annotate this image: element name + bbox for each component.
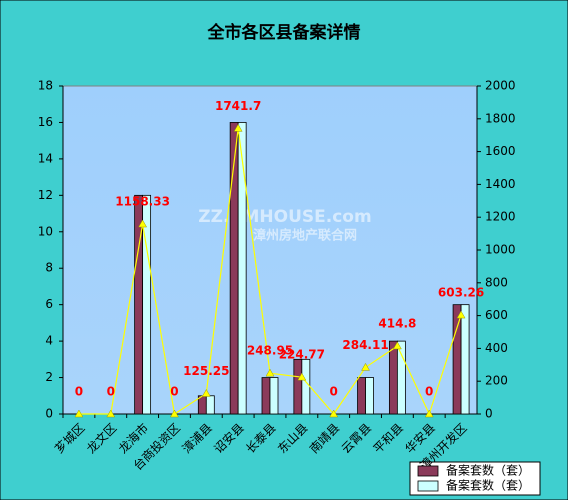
legend-label: 备案套数（套） [446,463,530,478]
y2-tick-label: 1600 [485,144,516,158]
y2-tick-label: 1400 [485,177,516,191]
y2-tick-label: 1000 [485,243,516,257]
line-marker [233,123,243,132]
line-marker [265,368,275,377]
line-marker [201,388,211,397]
y-tick-label: 4 [45,334,53,348]
y-tick-label: 10 [38,224,53,238]
y-tick-label: 0 [45,407,53,421]
bar [269,377,279,415]
line-marker [297,372,307,381]
line-marker [138,219,148,228]
bar [205,395,215,415]
y-tick-label: 8 [45,261,53,275]
data-label: 0 [425,385,433,399]
data-label: 1158.33 [115,195,170,209]
y-tick-label: 16 [38,115,53,129]
line-marker [424,409,434,418]
data-label: 0 [170,385,178,399]
line-marker [392,341,402,350]
line-marker [106,409,116,418]
y2-tick-label: 1200 [485,210,516,224]
data-label: 0 [330,385,338,399]
legend-label: 备案套数（套） [446,478,530,493]
watermark: ZZ.XMHOUSE.com [198,207,371,227]
bar [460,304,470,415]
data-label: 1741.7 [215,99,261,113]
y2-tick-label: 1800 [485,111,516,125]
bar [357,377,366,415]
plot-area [62,85,478,415]
bar [237,122,247,415]
y-tick-label: 12 [38,188,53,202]
watermark: 漳州房地产联合网 [253,228,357,244]
chart-title: 全市各区县备案详情 [207,22,361,43]
y2-tick-label: 2000 [485,79,516,93]
data-label: 414.8 [378,316,416,330]
bar [388,340,398,415]
y-tick-label: 14 [38,151,53,165]
y-tick-label: 2 [45,370,53,384]
line-marker [74,409,84,418]
bar [396,340,406,415]
bar [301,358,311,415]
y2-tick-label: 600 [485,308,508,322]
y2-tick-label: 400 [485,341,508,355]
bar [261,377,271,415]
y2-tick-label: 800 [485,275,508,289]
data-label: 284.11 [342,338,388,352]
data-label: 248.95 [247,344,293,358]
data-label: 0 [107,385,115,399]
bar [142,194,152,415]
bar [365,377,374,415]
legend-swatch [417,465,439,477]
line-marker [361,362,370,371]
y-tick-label: 6 [45,297,53,311]
legend-swatch [417,480,439,492]
data-label: 125.25 [183,364,229,378]
data-label: 0 [75,385,83,399]
data-label: 224.77 [279,348,325,362]
data-label: 603.26 [438,286,484,300]
y2-tick-label: 0 [485,407,493,421]
line-marker [329,409,339,418]
bar [452,304,462,415]
bar [293,358,303,415]
y2-tick-label: 200 [485,374,508,388]
y-tick-label: 18 [38,79,53,93]
line-marker [170,409,179,418]
line-marker [456,310,466,319]
